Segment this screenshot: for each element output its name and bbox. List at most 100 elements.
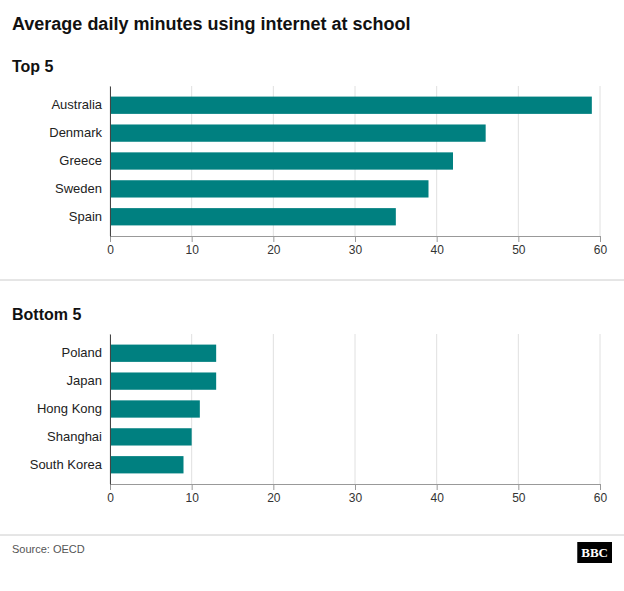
- logo: BBC: [577, 542, 612, 563]
- tick-mark: [600, 484, 601, 490]
- tick-mark: [355, 484, 356, 490]
- tick-label: Shanghai: [47, 429, 102, 444]
- tick-label: Sweden: [55, 181, 102, 196]
- tick-label: Greece: [59, 153, 102, 168]
- value-axis: 0 10 20 30 40 50 60: [107, 484, 607, 505]
- tick-label: 20: [267, 243, 281, 257]
- bars: [110, 345, 216, 474]
- bar: [110, 345, 216, 362]
- tick-mark: [437, 484, 438, 490]
- tick: 0: [107, 484, 114, 505]
- tick: 50: [512, 236, 526, 257]
- axis-line: [110, 335, 111, 485]
- grid-line: [436, 334, 437, 484]
- tick-label: 10: [185, 491, 199, 505]
- axis-line: [110, 87, 111, 237]
- tick-label: Australia: [51, 97, 102, 112]
- category-axis: Poland Japan Hong Kong Shanghai South Korea: [30, 335, 111, 485]
- bar: [110, 124, 486, 141]
- tick: 20: [267, 236, 281, 257]
- title: Average daily minutes using internet at …: [12, 14, 410, 34]
- footer-separator: [0, 535, 624, 536]
- tick-mark: [518, 236, 519, 242]
- source: Source: OECD: [12, 543, 85, 555]
- tick: 0: [107, 236, 114, 257]
- bar: [110, 400, 200, 417]
- grid-line: [273, 334, 274, 484]
- tick-mark: [192, 484, 193, 490]
- tick-label: 0: [107, 491, 114, 505]
- tick: 10: [185, 236, 199, 257]
- section-label: Bottom 5: [12, 306, 81, 323]
- grid-line: [600, 334, 601, 484]
- tick-mark: [110, 236, 111, 242]
- bar: [110, 428, 192, 445]
- tick: 40: [430, 236, 444, 257]
- tick-label: Hong Kong: [37, 401, 102, 416]
- tick: 40: [430, 484, 444, 505]
- tick-label: Japan: [67, 373, 102, 388]
- tick-label: 60: [594, 491, 608, 505]
- bar: [110, 456, 184, 473]
- tick: Sweden: [55, 181, 110, 196]
- grid-line: [110, 86, 111, 236]
- tick: Australia: [51, 97, 110, 112]
- tick: South Korea: [30, 457, 110, 472]
- section-label: Top 5: [12, 58, 54, 75]
- grid-line: [600, 86, 601, 236]
- chart: Average daily minutes using internet at …: [0, 0, 624, 591]
- bar: [110, 180, 429, 197]
- tick-label: Spain: [69, 209, 102, 224]
- tick-label: 30: [349, 243, 363, 257]
- tick: Poland: [62, 345, 110, 360]
- axis-line: [111, 485, 601, 491]
- tick: Japan: [67, 373, 110, 388]
- tick: 10: [185, 484, 199, 505]
- tick-mark: [110, 484, 111, 490]
- tick-label: 40: [430, 491, 444, 505]
- tick-label: Poland: [62, 345, 102, 360]
- tick: Shanghai: [47, 429, 110, 444]
- tick-mark: [192, 236, 193, 242]
- tick-mark: [273, 236, 274, 242]
- logo-box: [577, 542, 612, 563]
- grid-line: [355, 334, 356, 484]
- bar: [110, 152, 453, 169]
- tick: Hong Kong: [37, 401, 110, 416]
- tick-label: 30: [349, 491, 363, 505]
- panel: 0 10 20 30 40 50 60 Australia Denmark Greece Swede…: [49, 86, 607, 257]
- grid: [110, 334, 600, 484]
- tick-mark: [437, 236, 438, 242]
- panel: 0 10 20 30 40 50 60 Poland Japan Hong Kong Shangha…: [30, 334, 608, 505]
- tick: 20: [267, 484, 281, 505]
- grid-line: [110, 334, 111, 484]
- tick: 50: [512, 484, 526, 505]
- tick-mark: [273, 484, 274, 490]
- tick: Denmark: [49, 125, 110, 140]
- tick: 30: [349, 484, 363, 505]
- tick: 60: [594, 484, 608, 505]
- tick-label: 60: [594, 243, 608, 257]
- tick-label: 50: [512, 243, 526, 257]
- tick: 30: [349, 236, 363, 257]
- grid-line: [518, 334, 519, 484]
- grid: [110, 86, 600, 236]
- value-axis: 0 10 20 30 40 50 60: [107, 236, 607, 257]
- tick-label: 10: [185, 243, 199, 257]
- category-axis: Australia Denmark Greece Sweden Spain: [49, 87, 110, 237]
- axis-line: [111, 237, 601, 243]
- tick: Spain: [69, 209, 110, 224]
- tick-label: 0: [107, 243, 114, 257]
- tick: Greece: [59, 153, 110, 168]
- tick-mark: [600, 236, 601, 242]
- logo-text: BBC: [581, 545, 608, 560]
- tick-label: 20: [267, 491, 281, 505]
- tick-label: 40: [430, 243, 444, 257]
- tick: 60: [594, 236, 608, 257]
- tick-label: South Korea: [30, 457, 103, 472]
- tick-label: 50: [512, 491, 526, 505]
- bars: [110, 97, 592, 226]
- separator: [0, 280, 624, 281]
- tick-mark: [518, 484, 519, 490]
- bar: [110, 372, 216, 389]
